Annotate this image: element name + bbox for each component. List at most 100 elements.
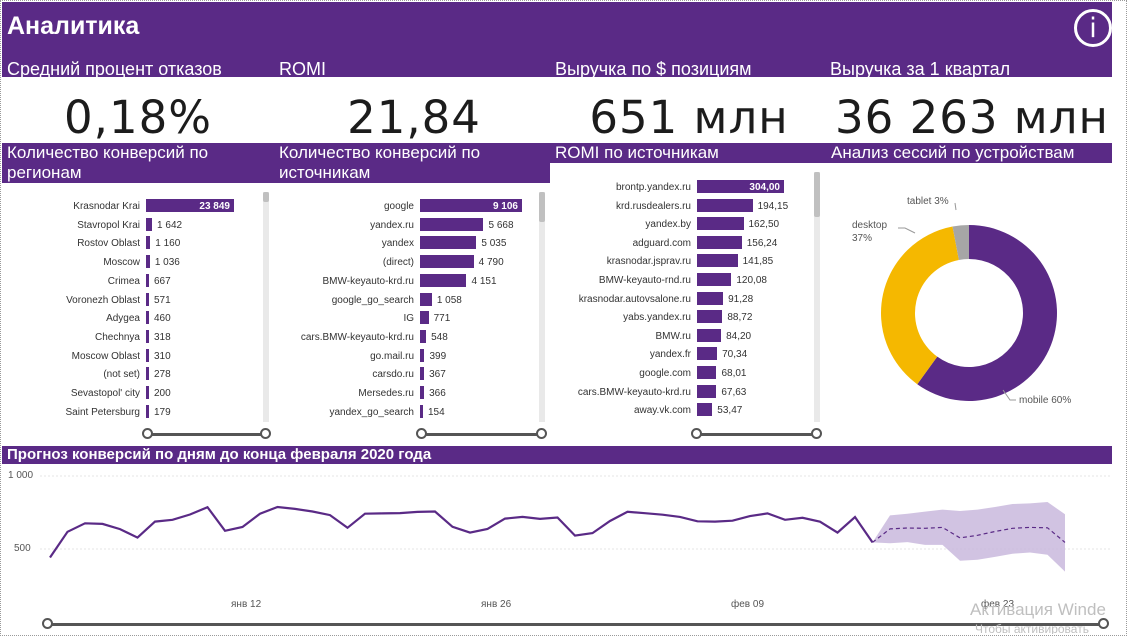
sources-scroll-thumb[interactable] [539,192,545,222]
bar-category-label: Sevastopol' city [70,388,140,399]
bar[interactable] [146,348,149,362]
bar[interactable] [420,292,432,306]
bar-category-label: yandex [381,238,414,250]
forecast-chart-title: Прогноз конверсий по дням до конца февра… [2,446,1112,464]
donut-slice-tablet[interactable] [952,225,969,260]
bar-value-label: 399 [429,350,447,362]
sources-range-slider[interactable] [422,433,542,436]
forecast-slider-handle-right[interactable] [1098,618,1109,629]
bar-value-label: 366 [429,388,446,399]
regions-scroll-thumb[interactable] [263,192,269,202]
romi-scroll-thumb[interactable] [814,172,820,217]
bar[interactable] [420,311,429,325]
bar-value-label: 367 [429,369,446,381]
forecast-line-chart [40,475,1110,572]
bar[interactable] [697,384,717,398]
regions-bar-chart: Krasnodar Krai 23 849 Stavropol Krai 1 642 R… [2,190,274,440]
bar-category-label: away.vk.com [633,405,691,417]
bar[interactable] [420,348,425,362]
regions-range-slider[interactable] [148,433,266,436]
donut-slice-desktop[interactable] [881,226,959,385]
bar[interactable] [697,328,722,342]
bar-category-label: Voronezh Oblast [66,294,140,306]
bar[interactable] [697,347,718,361]
bar[interactable] [146,311,149,325]
bar[interactable] [697,273,732,286]
forecast-range-slider[interactable] [48,623,1104,626]
bar[interactable] [697,180,784,193]
sources-chart-title: Количество конверсий по источникам [274,143,550,183]
actual-conversions-line [49,505,874,559]
bar-category-label: Rostov Oblast [77,238,140,250]
bar-value-label: 1 058 [436,294,462,306]
x-tick-feb09: фев 09 [731,599,765,610]
bar[interactable] [146,236,151,250]
romi-scrollbar[interactable] [814,172,820,422]
donut-slice-mobile[interactable] [917,225,1057,401]
bar[interactable] [146,217,153,231]
bar-category-label: yandex.by [645,219,691,231]
bar[interactable] [697,366,717,379]
y-tick-1000: 1 000 [8,470,34,481]
sources-bar-chart: google 9 106 yandex.ru 5 668 yandex 5 035 (dir… [276,190,550,440]
bar-value-label: 1 642 [157,219,183,231]
bar-category-label: Mersedes.ru [358,388,414,399]
bar[interactable] [146,273,149,287]
x-tick-jan26: янв 26 [481,599,512,610]
forecast-slider-handle-left[interactable] [42,618,53,629]
sources-scrollbar[interactable] [539,192,545,422]
bar-value-label: 67,63 [721,386,747,398]
bar[interactable] [146,329,149,343]
romi-range-slider[interactable] [697,433,817,436]
kpi-label-romi: ROMI [279,59,326,79]
bar[interactable] [420,273,467,287]
bar[interactable] [420,386,425,399]
forecast-conversions-line [872,526,1066,543]
bar[interactable] [697,310,723,324]
bar-value-label: 5 035 [481,238,507,250]
sources-slider-handle-left[interactable] [416,428,427,439]
bar[interactable] [146,292,149,306]
bar[interactable] [697,217,744,231]
bar-category-label: Krasnodar Krai [73,201,140,212]
sources-slider-handle-right[interactable] [536,428,547,439]
bar[interactable] [697,198,753,212]
bar-value-label: 91,28 [728,293,754,305]
bar[interactable] [697,403,713,417]
bar[interactable] [697,254,738,268]
bar[interactable] [146,255,150,269]
bar[interactable] [697,235,742,249]
bar-value-label: 310 [154,350,171,362]
mobile-slice-label: mobile 60% [1019,395,1072,406]
bar-value-label: 156,24 [746,237,778,249]
regions-slider-handle-right[interactable] [260,428,271,439]
bar-category-label: google [383,201,414,212]
bar-category-label: yandex_go_search [329,406,414,418]
bar[interactable] [420,255,474,269]
bar[interactable] [420,236,477,250]
regions-scrollbar[interactable] [263,192,269,422]
header-bar [2,2,1112,77]
bar[interactable] [146,404,149,418]
bar[interactable] [697,291,724,305]
bar-value-label: 120,08 [736,275,767,286]
bar-category-label: (not set) [103,369,140,381]
bar[interactable] [146,386,149,399]
page-title: Аналитика [7,12,140,40]
y-tick-500: 500 [14,543,31,554]
bar[interactable] [420,217,484,231]
bar[interactable] [146,199,234,212]
info-icon[interactable]: i [1074,9,1112,47]
bar[interactable] [420,404,423,418]
bar[interactable] [146,367,149,381]
romi-slider-handle-left[interactable] [691,428,702,439]
regions-slider-handle-left[interactable] [142,428,153,439]
bar-category-label: yandex.fr [649,349,691,361]
bar-value-label: 771 [433,313,451,325]
bar[interactable] [420,329,427,343]
kpi-label-revenue-positions: Выручка по $ позициям [555,59,752,79]
bar[interactable] [420,367,425,381]
bar[interactable] [420,199,522,212]
romi-slider-handle-right[interactable] [811,428,822,439]
bar-value-label: 667 [154,275,171,287]
